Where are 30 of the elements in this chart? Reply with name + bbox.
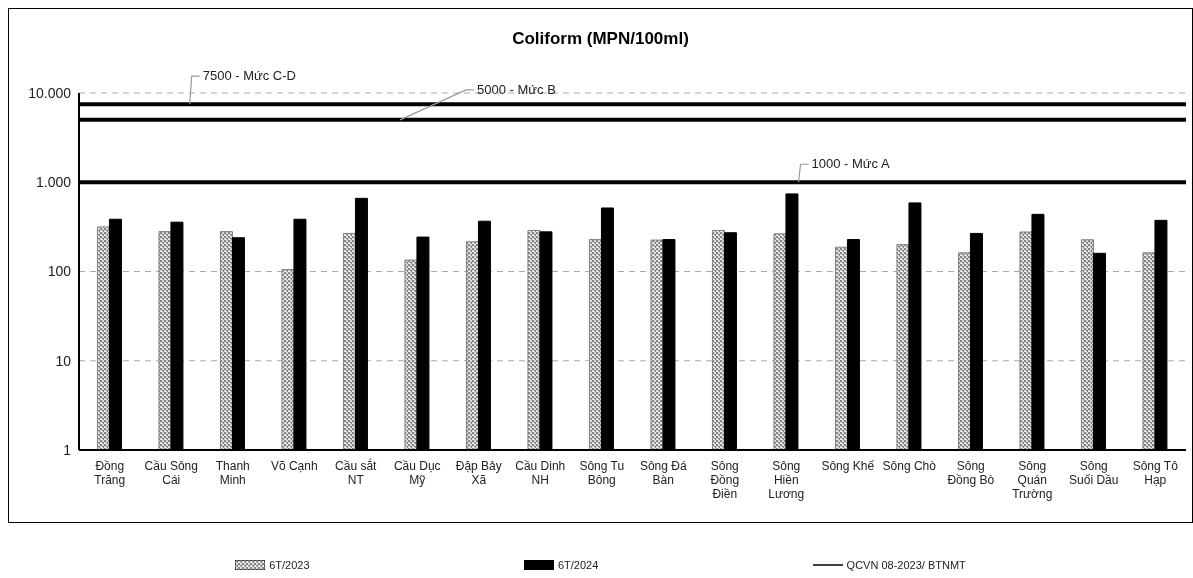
y-tick-label: 1.000 <box>35 174 72 191</box>
x-tick-label: Cầu Dinh NH <box>515 459 566 487</box>
text: QCVN 08-2023/ BTNMT <box>846 559 966 571</box>
x-tick-label: Sông Hiền Lương <box>768 459 805 501</box>
chart-title: Coliform (MPN/100ml) <box>511 29 690 49</box>
legend-label: 6T/2024 <box>557 559 599 571</box>
x-tick-label: Võ Cạnh <box>270 459 318 473</box>
x-tick-label: Sông Suối Dầu <box>1069 459 1119 487</box>
y-tick-label: 10 <box>55 352 72 369</box>
x-tick-label: Sông Quán Trường <box>1012 459 1053 501</box>
x-tick-label: Đồng Trăng <box>94 459 126 487</box>
x-tick-label: Cầu Dục Mỹ <box>393 459 441 487</box>
ref-line-label: 1000 - Mức A <box>811 156 890 172</box>
x-tick-label: Sông Đồng Bò <box>947 459 995 487</box>
x-tick-label: Cầu sắt NT <box>335 458 378 487</box>
ref-line-label: 5000 - Mức B <box>477 81 556 97</box>
x-tick-label: Sông Chò <box>882 459 937 473</box>
y-tick-label: 10.000 <box>28 84 72 101</box>
x-tick-label: Sông Đá Bàn <box>639 459 687 487</box>
ref-line-label: 7500 - Mức C-D <box>202 68 296 84</box>
x-tick-label: Đập Bảy Xã <box>455 459 502 487</box>
x-tick-label: Sông Khế <box>821 459 875 473</box>
x-tick-label: Sông Tu Bông <box>579 459 625 487</box>
x-tick-label: Cầu Sông Cái <box>144 459 198 487</box>
y-tick-label: 100 <box>47 263 72 280</box>
x-tick-label: Sông Tô Hạp <box>1132 459 1179 487</box>
y-tick-label: 1 <box>63 441 72 458</box>
x-tick-label: Sông Đồng Điền <box>710 459 740 501</box>
x-tick-label: Thanh Minh <box>215 459 250 487</box>
legend-label: 6T/2023 <box>269 559 310 571</box>
